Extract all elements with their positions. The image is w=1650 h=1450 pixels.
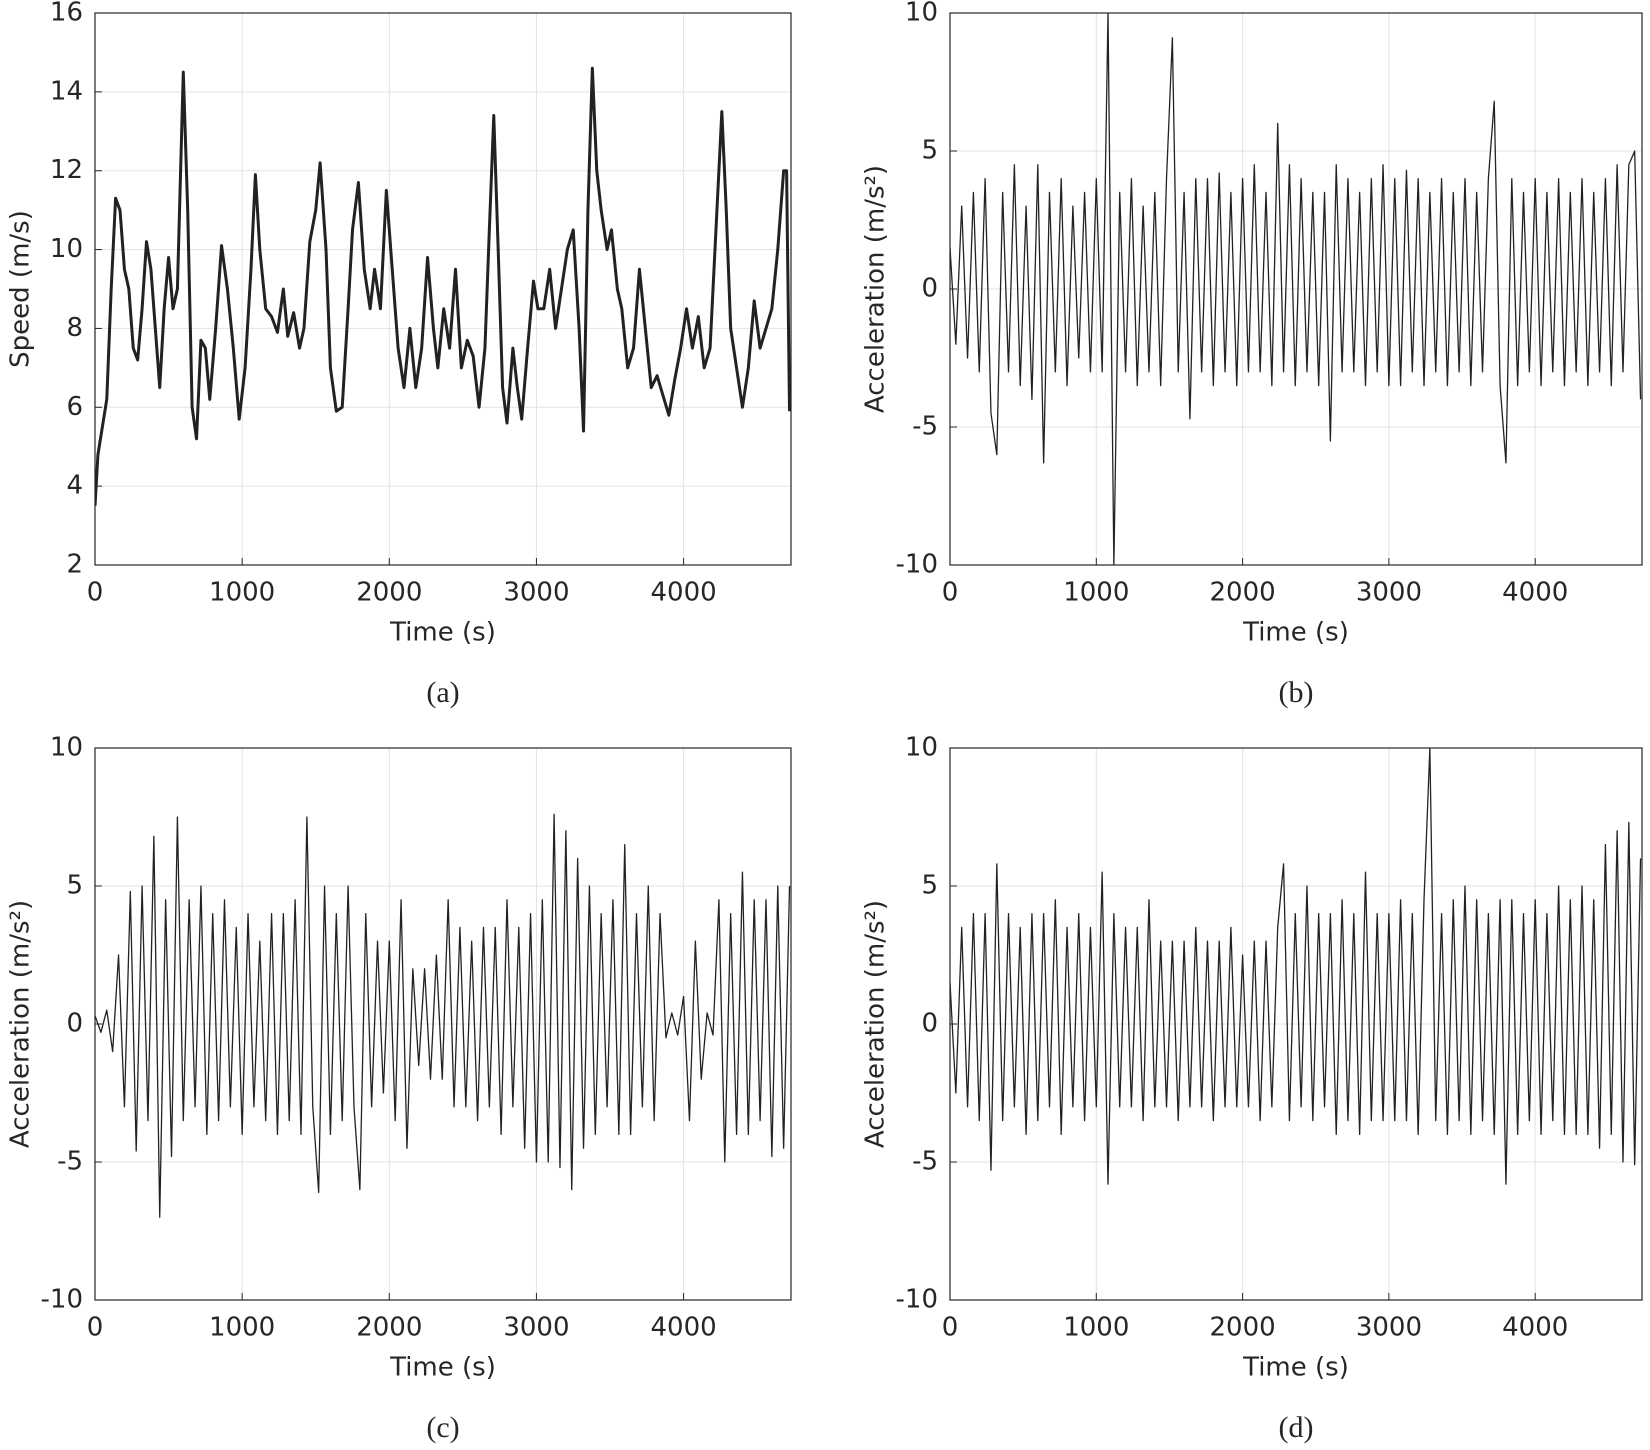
x-tick-label: 0 <box>87 578 104 608</box>
panel: 0 1000 2000 3000 4000 -10 -5 0 5 10 Time (s) Accele… <box>861 733 1643 1444</box>
y-tick-label: 10 <box>50 234 83 264</box>
x-tick-label: 1000 <box>1063 578 1129 608</box>
caption: (a) <box>426 676 459 709</box>
y-tick-label: -10 <box>896 550 938 580</box>
x-axis-title: Time (s) <box>389 1353 496 1383</box>
x-tick-label: 2000 <box>356 578 422 608</box>
panel: 0 1000 2000 3000 4000 -10 -5 0 5 10 Time (s) Accele… <box>861 0 1643 709</box>
plot-frame <box>94 12 792 566</box>
y-tick-label: 16 <box>50 0 83 28</box>
caption: (c) <box>426 1411 459 1444</box>
x-tick-label: 2000 <box>356 1313 422 1343</box>
x-tick-label: 4000 <box>650 1313 716 1343</box>
x-axis-title: Time (s) <box>1242 1353 1349 1383</box>
plot-frame <box>949 747 1643 1301</box>
x-tick-label: 4000 <box>650 578 716 608</box>
y-tick-label: 0 <box>921 274 938 304</box>
y-tick-label: -5 <box>912 1147 938 1177</box>
x-tick-label: 0 <box>942 1313 959 1343</box>
caption: (d) <box>1279 1411 1314 1444</box>
y-tick-label: -5 <box>57 1147 83 1177</box>
y-axis-title: Acceleration (m/s²) <box>6 900 36 1148</box>
caption: (b) <box>1279 676 1314 709</box>
data-line <box>95 66 791 506</box>
x-tick-label: 0 <box>942 578 959 608</box>
x-tick-label: 4000 <box>1502 1313 1568 1343</box>
data-line <box>950 13 1642 565</box>
data-line <box>95 813 791 1218</box>
y-tick-label: -10 <box>41 1285 83 1315</box>
y-axis-title: Acceleration (m/s²) <box>861 900 891 1148</box>
y-tick-label: 14 <box>50 76 83 106</box>
y-tick-label: 4 <box>66 471 83 501</box>
y-tick-label: -5 <box>912 412 938 442</box>
data-line <box>950 748 1642 1185</box>
y-axis-title: Acceleration (m/s²) <box>861 165 891 413</box>
x-tick-label: 1000 <box>1063 1313 1129 1343</box>
x-tick-label: 2000 <box>1210 578 1276 608</box>
panel: 0 1000 2000 3000 4000 2 4 6 8 10 12 14 16 Time (s) Spe… <box>6 0 792 709</box>
y-tick-label: 8 <box>66 313 83 343</box>
x-tick-label: 3000 <box>1356 1313 1422 1343</box>
y-tick-label: 0 <box>66 1009 83 1039</box>
x-tick-label: 3000 <box>1356 578 1422 608</box>
y-tick-label: 5 <box>921 136 938 166</box>
y-tick-label: 5 <box>66 871 83 901</box>
y-tick-label: 10 <box>50 733 83 763</box>
x-tick-label: 3000 <box>503 1313 569 1343</box>
y-tick-label: -10 <box>896 1285 938 1315</box>
y-axis-title: Speed (m/s) <box>6 210 36 368</box>
x-tick-label: 1000 <box>209 1313 275 1343</box>
plot-frame <box>949 12 1643 566</box>
x-tick-label: 1000 <box>209 578 275 608</box>
panel: 0 1000 2000 3000 4000 -10 -5 0 5 10 Time (s) Accele… <box>6 733 792 1444</box>
x-tick-label: 2000 <box>1210 1313 1276 1343</box>
y-tick-label: 6 <box>66 392 83 422</box>
x-tick-label: 0 <box>87 1313 104 1343</box>
x-tick-label: 4000 <box>1502 578 1568 608</box>
plot-frame <box>94 747 792 1301</box>
y-tick-label: 12 <box>50 155 83 185</box>
x-axis-title: Time (s) <box>1242 618 1349 648</box>
x-tick-label: 3000 <box>503 578 569 608</box>
y-tick-label: 10 <box>905 0 938 28</box>
y-tick-label: 10 <box>905 733 938 763</box>
x-axis-title: Time (s) <box>389 618 496 648</box>
y-tick-label: 2 <box>66 550 83 580</box>
y-tick-label: 0 <box>921 1009 938 1039</box>
y-tick-label: 5 <box>921 871 938 901</box>
